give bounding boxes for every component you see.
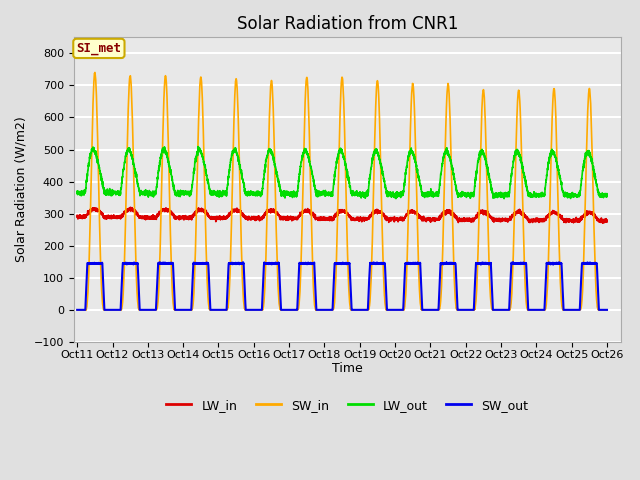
Text: SI_met: SI_met: [76, 42, 122, 55]
Line: LW_in: LW_in: [77, 207, 607, 223]
SW_in: [323, 307, 330, 313]
LW_out: [431, 192, 439, 198]
LW_in: [74, 213, 81, 218]
SW_out: [491, 307, 499, 313]
SW_in: [491, 307, 499, 313]
LW_in: [431, 216, 439, 222]
SW_out: [602, 307, 610, 313]
LW_in: [603, 219, 611, 225]
LW_in: [599, 220, 607, 226]
SW_out: [168, 260, 176, 266]
SW_in: [169, 292, 177, 298]
SW_in: [91, 70, 99, 75]
LW_in: [323, 215, 330, 221]
SW_in: [431, 307, 439, 313]
LW_in: [127, 204, 134, 210]
LW_out: [500, 196, 508, 202]
SW_out: [555, 259, 563, 265]
LW_in: [461, 218, 468, 224]
SW_in: [602, 307, 610, 313]
LW_out: [323, 190, 330, 195]
Line: SW_in: SW_in: [77, 72, 607, 310]
LW_in: [491, 216, 499, 221]
SW_out: [431, 307, 439, 313]
SW_out: [603, 307, 611, 313]
LW_in: [603, 219, 611, 225]
LW_out: [168, 177, 176, 182]
Line: SW_out: SW_out: [77, 262, 607, 310]
LW_out: [74, 189, 81, 194]
LW_out: [603, 193, 611, 199]
LW_out: [603, 193, 611, 199]
LW_out: [461, 193, 468, 199]
SW_out: [461, 307, 468, 313]
SW_out: [74, 307, 81, 313]
SW_in: [74, 307, 81, 313]
Line: LW_out: LW_out: [77, 146, 607, 199]
SW_out: [322, 307, 330, 313]
X-axis label: Time: Time: [332, 362, 363, 375]
Y-axis label: Solar Radiation (W/m2): Solar Radiation (W/m2): [15, 117, 28, 263]
Title: Solar Radiation from CNR1: Solar Radiation from CNR1: [237, 15, 458, 33]
Legend: LW_in, SW_in, LW_out, SW_out: LW_in, SW_in, LW_out, SW_out: [161, 394, 533, 417]
LW_out: [195, 144, 202, 149]
LW_out: [491, 192, 499, 198]
SW_in: [461, 307, 468, 313]
LW_in: [169, 211, 177, 217]
SW_in: [603, 307, 611, 313]
